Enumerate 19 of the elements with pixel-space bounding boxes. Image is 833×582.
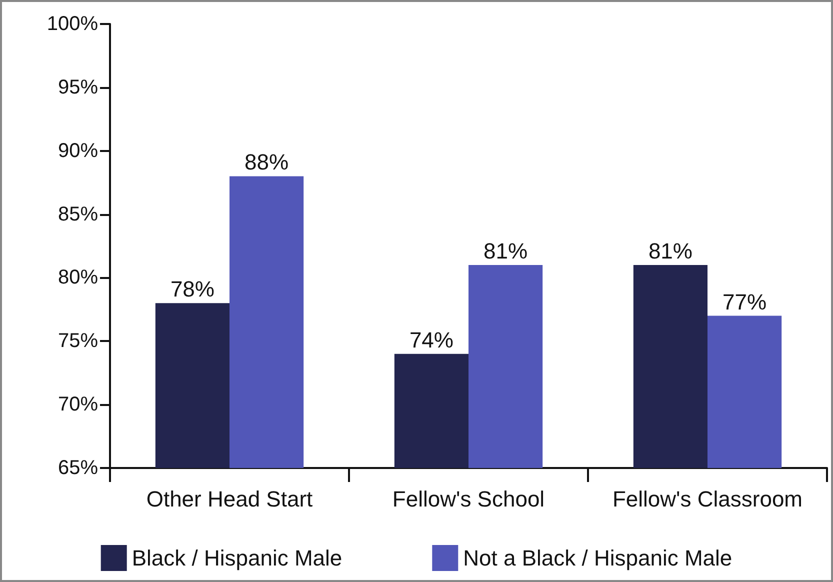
data-label: 74% xyxy=(409,327,454,352)
y-tick-label: 65% xyxy=(58,457,98,479)
data-label: 78% xyxy=(170,276,214,302)
data-label: 81% xyxy=(648,238,692,264)
legend-label: Black / Hispanic Male xyxy=(132,546,342,570)
y-tick-label: 80% xyxy=(58,266,98,289)
data-label: 88% xyxy=(244,150,289,175)
y-tick-label: 95% xyxy=(58,76,98,98)
x-tick-label: Fellow's Classroom xyxy=(612,486,803,512)
x-tick-label: Other Head Start xyxy=(146,486,313,512)
y-tick-label: 90% xyxy=(58,140,98,162)
data-label: 81% xyxy=(484,238,528,264)
y-tick-label: 85% xyxy=(58,203,98,226)
y-tick-label: 70% xyxy=(58,394,98,416)
y-tick-label: 100% xyxy=(46,13,98,35)
y-tick-label: 75% xyxy=(58,330,98,352)
data-label: 77% xyxy=(722,289,767,314)
legend-label: Not a Black / Hispanic Male xyxy=(463,546,732,570)
x-tick-label: Fellow's School xyxy=(392,486,545,512)
